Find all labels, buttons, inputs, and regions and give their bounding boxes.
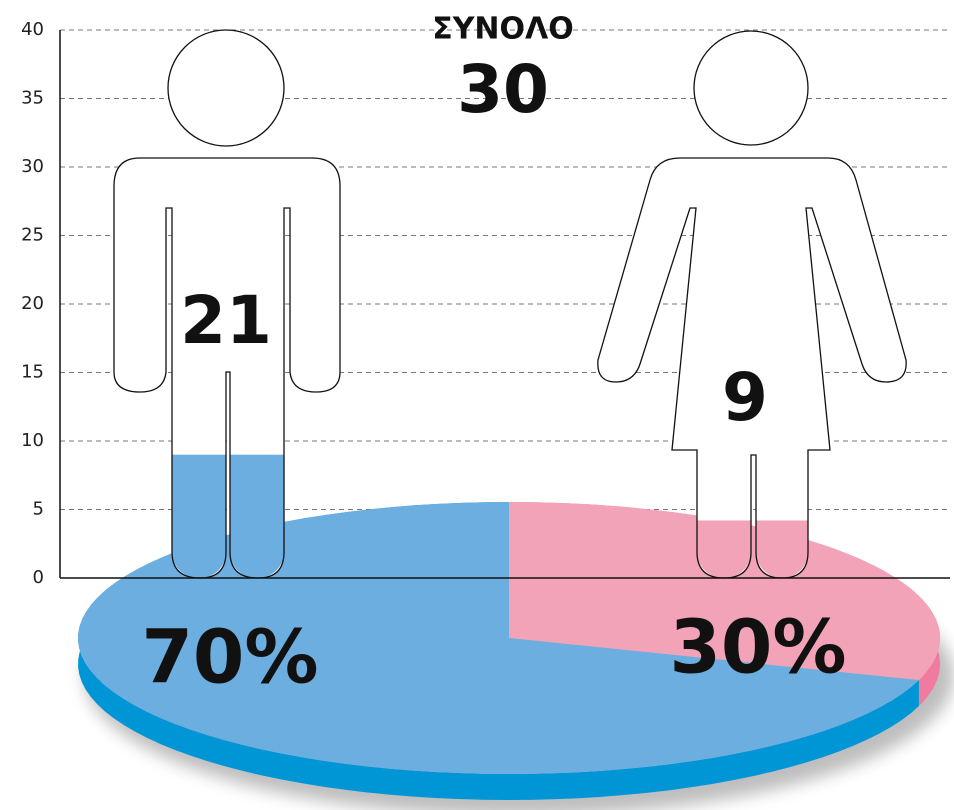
body-outline (597, 157, 907, 579)
pie-label: 70% (141, 615, 318, 701)
y-tick-label: 25 (21, 225, 44, 246)
y-tick-label: 15 (21, 362, 44, 383)
y-tick-label: 40 (21, 19, 44, 40)
pie: 70% 30% (78, 502, 954, 810)
body (114, 158, 340, 578)
pie-slice (509, 502, 940, 681)
pie-label: 30% (669, 605, 846, 691)
pie-slice (78, 502, 919, 774)
head (167, 29, 285, 147)
y-tick-label: 0 (33, 567, 44, 588)
head (693, 30, 809, 146)
total: 30 (457, 51, 549, 128)
axes: 0 5 10 15 20 25 30 35 40 (21, 19, 950, 588)
y-tick-label: 30 (21, 156, 44, 177)
body (597, 158, 907, 578)
body-outline (113, 157, 341, 579)
count-label: 21 (180, 282, 272, 359)
y-tick-label: 10 (21, 430, 44, 451)
title: ΣΥΝΟΛΟ (432, 12, 574, 47)
y-tick-label: 20 (21, 293, 44, 314)
y-tick-label: 35 (21, 88, 44, 109)
count-label: 9 (722, 359, 768, 436)
y-tick-label: 5 (33, 499, 44, 520)
